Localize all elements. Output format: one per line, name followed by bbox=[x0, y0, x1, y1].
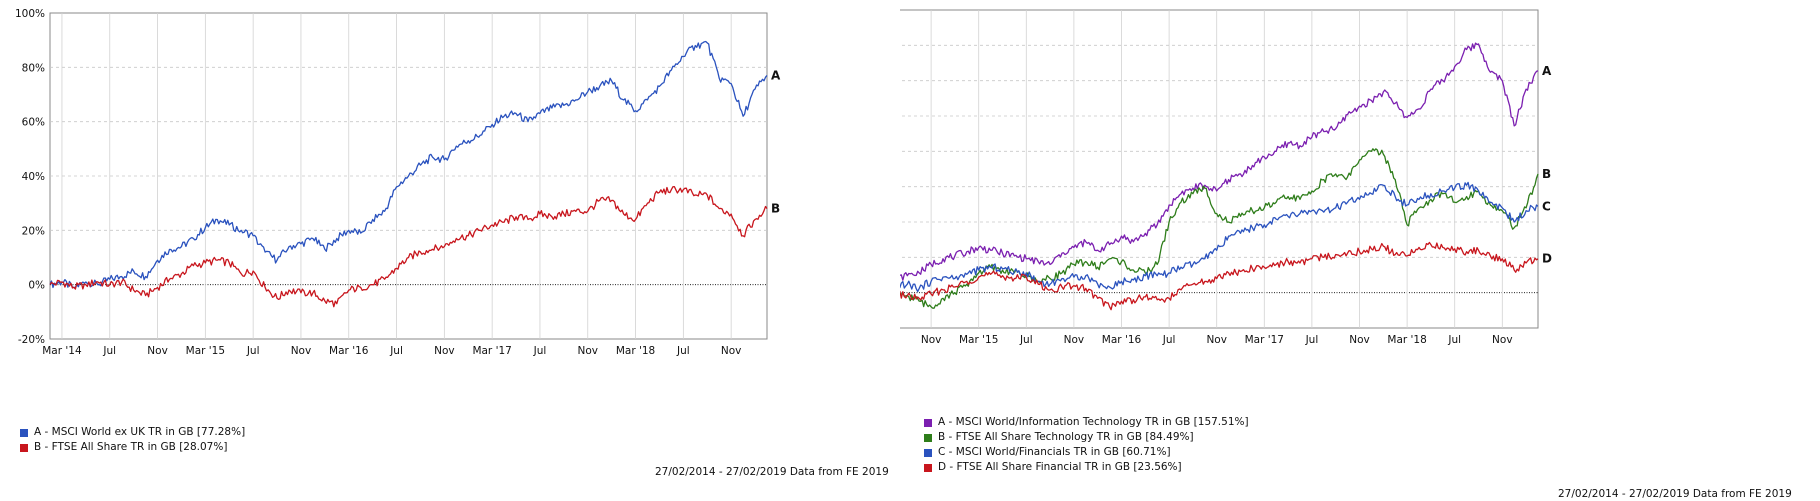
x-tick-label: Jul bbox=[102, 345, 116, 357]
x-tick-label: Mar '15 bbox=[186, 345, 225, 357]
x-tick-label: Nov bbox=[921, 334, 942, 346]
x-tick-label: Nov bbox=[1206, 334, 1227, 346]
y-tick-label: 60% bbox=[22, 117, 45, 129]
x-tick-label: Mar '17 bbox=[472, 345, 511, 357]
series-line-a bbox=[49, 40, 768, 289]
series-line-d bbox=[900, 241, 1539, 311]
legend-label-a: A - MSCI World/Information Technology TR… bbox=[938, 416, 1249, 428]
series-line-b bbox=[49, 185, 768, 308]
legend-label-b: B - FTSE All Share TR in GB [28.07%] bbox=[34, 441, 228, 453]
right-chart-panel: -25%0%25%50%75%100%125%150%175%200%Mar '… bbox=[900, 0, 1820, 501]
x-tick-label: Nov bbox=[434, 345, 455, 357]
x-tick-label: Nov bbox=[578, 345, 599, 357]
x-tick-label: Nov bbox=[1064, 334, 1085, 346]
x-tick-label: Jul bbox=[389, 345, 403, 357]
x-tick-label: Nov bbox=[291, 345, 312, 357]
x-tick-label: Mar '14 bbox=[42, 345, 82, 357]
legend-swatch-c bbox=[924, 448, 932, 457]
x-tick-label: Mar '16 bbox=[1102, 334, 1142, 346]
legend-swatch-a bbox=[20, 428, 28, 437]
x-tick-label: Jul bbox=[1305, 334, 1319, 346]
x-tick-label: Jul bbox=[1447, 334, 1461, 346]
x-tick-label: Jul bbox=[1162, 334, 1176, 346]
legend-label-d: D - FTSE All Share Financial TR in GB [2… bbox=[938, 461, 1182, 473]
legend-label-b: B - FTSE All Share Technology TR in GB [… bbox=[938, 431, 1194, 443]
left-line-chart: -20% 0% 20% 40% 60% 80% 100% Mar '14 Jul Nov Mar '… bbox=[15, 8, 781, 357]
legend-label-c: C - MSCI World/Financials TR in GB [60.7… bbox=[938, 446, 1171, 458]
series-line-b bbox=[900, 148, 1539, 309]
x-tick-label: Jul bbox=[246, 345, 260, 357]
legend-entry-c: C - MSCI World/Financials TR in GB [60.7… bbox=[924, 445, 1249, 460]
right-line-chart: -25%0%25%50%75%100%125%150%175%200%Mar '… bbox=[900, 9, 1552, 346]
series-end-label-c: C bbox=[1542, 199, 1551, 213]
legend-entry-d: D - FTSE All Share Financial TR in GB [2… bbox=[924, 460, 1249, 475]
x-tick-label: Jul bbox=[676, 345, 690, 357]
x-tick-label: Nov bbox=[147, 345, 168, 357]
legend-entry-b: B - FTSE All Share Technology TR in GB [… bbox=[924, 430, 1249, 445]
x-tick-label: Jul bbox=[533, 345, 547, 357]
x-tick-label: Nov bbox=[1492, 334, 1513, 346]
right-footer-source: 27/02/2014 - 27/02/2019 Data from FE 201… bbox=[1558, 488, 1792, 500]
x-tick-label: Mar '18 bbox=[1387, 334, 1426, 346]
y-tick-label: 40% bbox=[22, 171, 45, 183]
series-line-a bbox=[900, 42, 1539, 281]
left-chart-panel: -20% 0% 20% 40% 60% 80% 100% Mar '14 Jul Nov Mar '… bbox=[0, 0, 900, 501]
x-tick-label: Nov bbox=[721, 345, 742, 357]
plot-frame bbox=[900, 9, 1539, 329]
series-end-label-a: A bbox=[771, 68, 781, 82]
legend-entry-a: A - MSCI World/Information Technology TR… bbox=[924, 415, 1249, 430]
left-legend: A - MSCI World ex UK TR in GB [77.28%] B… bbox=[20, 425, 245, 455]
x-tick-label: Mar '18 bbox=[616, 345, 655, 357]
legend-swatch-d bbox=[924, 463, 932, 472]
x-tick-label: Nov bbox=[1349, 334, 1370, 346]
x-tick-label: Mar '17 bbox=[1245, 334, 1284, 346]
x-tick-label: Mar '15 bbox=[959, 334, 998, 346]
left-footer-source: 27/02/2014 - 27/02/2019 Data from FE 201… bbox=[655, 466, 889, 478]
series-end-label-d: D bbox=[1542, 252, 1552, 266]
legend-entry-b: B - FTSE All Share TR in GB [28.07%] bbox=[20, 440, 245, 455]
x-tick-label: Mar '16 bbox=[329, 345, 369, 357]
legend-entry-a: A - MSCI World ex UK TR in GB [77.28%] bbox=[20, 425, 245, 440]
series-end-label-a: A bbox=[1542, 64, 1552, 78]
series-line-c bbox=[900, 181, 1539, 293]
series-end-label-b: B bbox=[1542, 167, 1551, 181]
right-legend: A - MSCI World/Information Technology TR… bbox=[924, 415, 1249, 475]
y-tick-label: -20% bbox=[18, 334, 45, 346]
legend-label-a: A - MSCI World ex UK TR in GB [77.28%] bbox=[34, 426, 246, 438]
legend-swatch-b bbox=[924, 433, 932, 442]
y-tick-label: 80% bbox=[22, 62, 45, 74]
y-tick-label: 100% bbox=[15, 8, 45, 20]
y-tick-label: 0% bbox=[28, 280, 45, 292]
series-end-label-b: B bbox=[771, 202, 780, 216]
legend-swatch-a bbox=[924, 418, 932, 427]
x-tick-label: Jul bbox=[1019, 334, 1033, 346]
y-tick-label: 20% bbox=[22, 225, 45, 237]
legend-swatch-b bbox=[20, 443, 28, 452]
